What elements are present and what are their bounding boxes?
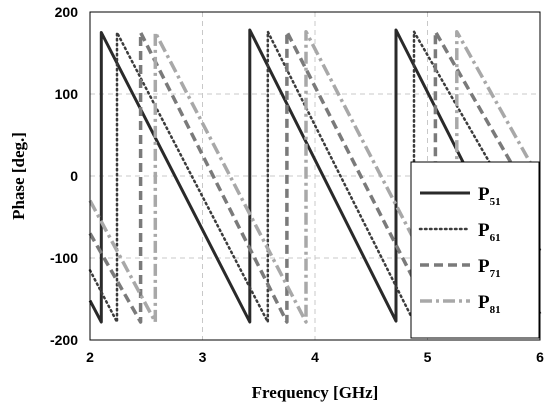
x-tick-label: 5 — [424, 349, 432, 365]
x-axis-title: Frequency [GHz] — [252, 383, 379, 402]
series-line-p61 — [88, 30, 542, 324]
y-tick-label: 200 — [55, 4, 79, 20]
legend-label-p51: P51 — [478, 184, 501, 208]
y-axis-title: Phase [deg.] — [9, 132, 28, 220]
legend-label-p81: P81 — [478, 292, 501, 316]
x-tick-label: 3 — [199, 349, 207, 365]
x-tick-label: 6 — [536, 349, 544, 365]
tick-labels: 2 3 4 5 6 -200 -100 0 100 200 — [50, 4, 544, 365]
legend: P51 P61 P71 P81 — [410, 161, 540, 339]
plot-frame — [89, 11, 541, 341]
series-lines — [88, 28, 542, 324]
series-line-p81 — [88, 29, 542, 324]
legend-box — [410, 161, 540, 339]
y-tick-label: -100 — [50, 250, 78, 266]
series-line-p71 — [88, 29, 542, 324]
y-tick-label: -200 — [50, 332, 78, 348]
legend-label-p71: P71 — [478, 256, 501, 280]
legend-label-p61: P61 — [478, 220, 501, 244]
y-tick-label: 0 — [70, 168, 78, 184]
x-tick-label: 4 — [311, 349, 319, 365]
y-tick-label: 100 — [55, 86, 79, 102]
series-line-p51 — [88, 28, 542, 324]
x-tick-label: 2 — [86, 349, 94, 365]
